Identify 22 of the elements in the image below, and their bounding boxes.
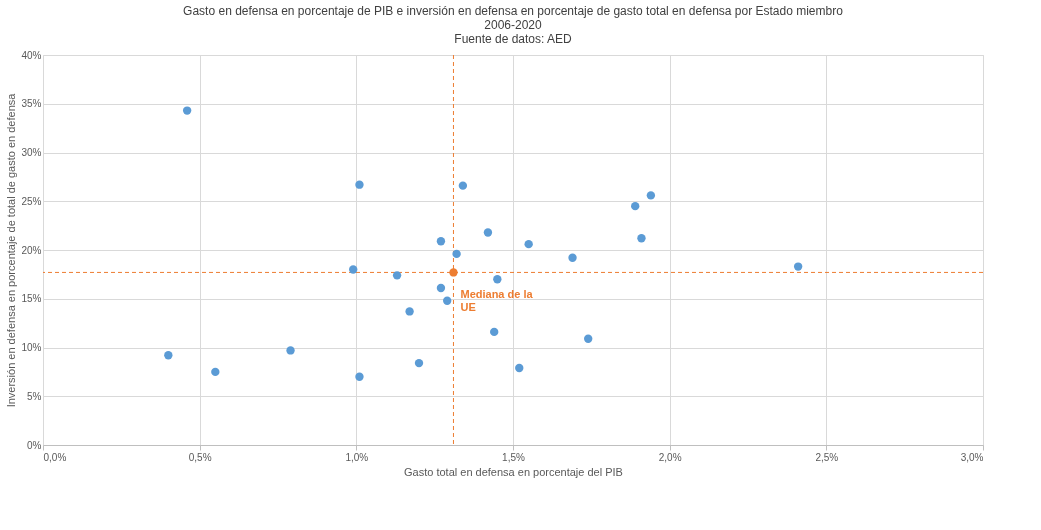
y-tick-label: 5% [27, 390, 42, 402]
x-axis-title: Gasto total en defensa en porcentaje del PIB [404, 465, 623, 478]
y-tick-label: 40% [21, 49, 42, 61]
y-tick-label: 35% [21, 98, 42, 110]
x-tick-label: 0,5% [188, 451, 212, 463]
y-tick-label: 20% [21, 244, 42, 256]
chart-subtitle: 2006-2020 [484, 18, 543, 32]
x-tick-label: 3,0% [960, 451, 984, 463]
y-tick-label: 30% [21, 147, 42, 158]
chart-title: Gasto en defensa en porcentaje de PIB e inversión en defensa en porcentaje de gasto total en defensa por Estado miembro [183, 4, 844, 18]
x-tick-label: 2,5% [815, 451, 839, 463]
y-tick-label: 10% [21, 342, 42, 353]
x-tick-label: 0,0% [43, 451, 67, 463]
x-tick-label: 1,5% [502, 451, 525, 463]
y-tick-label: 15% [21, 293, 42, 305]
x-tick-label: 2,0% [658, 451, 682, 463]
annotation: Mediana de la UE [460, 288, 534, 314]
x-tick-label: 1,0% [345, 451, 369, 463]
y-tick-label: 25% [21, 195, 42, 207]
source-note: Fuente de datos: AED [454, 32, 573, 46]
y-axis-title: Inversión en defensa en porcentaje de total de gasto en defensa [5, 92, 18, 408]
y-tick-label: 0% [27, 439, 42, 451]
